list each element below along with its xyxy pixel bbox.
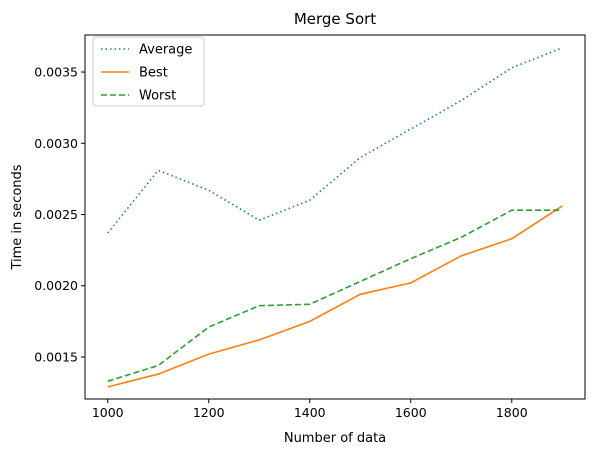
x-tick-label: 1800 — [496, 405, 528, 420]
x-tick-label: 1000 — [92, 405, 124, 420]
series-line-average — [107, 47, 563, 234]
legend-items: Average Best Worst — [101, 43, 192, 104]
chart-title: Merge Sort — [294, 10, 376, 28]
legend-label-worst: Worst — [139, 89, 176, 104]
x-axis-label: Number of data — [284, 431, 386, 446]
x-tick-label: 1600 — [395, 405, 427, 420]
y-tick-label: 0.0020 — [34, 278, 78, 293]
y-tick-label: 0.0030 — [34, 136, 78, 151]
x-tick-label: 1200 — [193, 405, 225, 420]
legend-label-average: Average — [139, 43, 192, 58]
legend-box — [92, 36, 205, 107]
x-axis-ticks: 1000 1200 1400 1600 1800 — [92, 399, 528, 420]
legend-label-best: Best — [139, 66, 168, 81]
y-tick-label: 0.0015 — [34, 349, 78, 364]
x-tick-label: 1400 — [294, 405, 326, 420]
plot-frame — [84, 34, 586, 400]
series-line-worst — [107, 209, 563, 382]
legend: Average Best Worst — [92, 36, 205, 107]
y-tick-label: 0.0025 — [34, 207, 78, 222]
y-axis-label: Time in seconds — [10, 164, 25, 270]
plot-lines — [107, 47, 563, 388]
y-axis-ticks: 0.0015 0.0020 0.0025 0.0030 0.0035 — [34, 65, 85, 364]
y-tick-label: 0.0035 — [34, 65, 78, 80]
series-line-best — [107, 205, 563, 388]
